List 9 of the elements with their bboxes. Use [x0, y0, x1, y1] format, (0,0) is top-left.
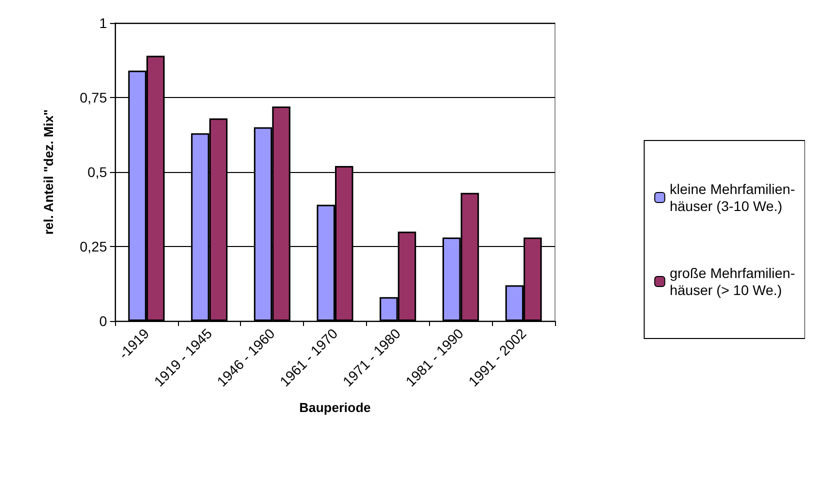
y-tick-label: 0,5	[88, 164, 108, 180]
y-tick-label: 0	[99, 313, 108, 329]
y-axis-title: rel. Anteil "dez. Mix"	[41, 109, 56, 235]
x-axis-title: Bauperiode	[299, 400, 371, 415]
y-tick-label: 1	[99, 15, 108, 31]
legend-label: kleine Mehrfamilien- häuser (3-10 We.)	[670, 181, 796, 214]
y-tick-label: 0,75	[80, 90, 108, 106]
y-tick-label: 0,25	[80, 238, 108, 254]
legend-label: große Mehrfamilien- häuser (> 10 We.)	[670, 265, 796, 298]
